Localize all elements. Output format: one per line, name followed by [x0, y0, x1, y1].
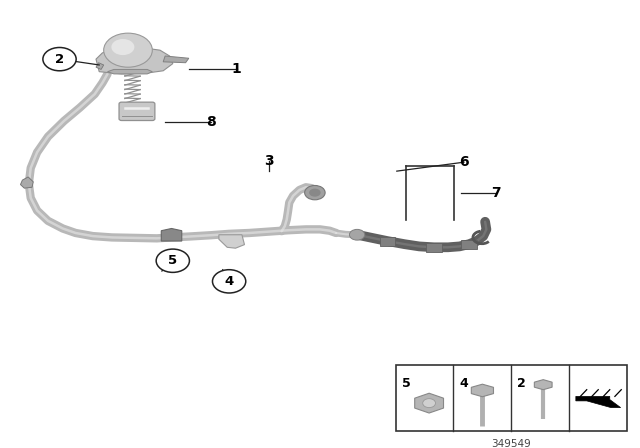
Polygon shape	[380, 237, 395, 246]
Polygon shape	[96, 48, 173, 74]
Text: 4: 4	[225, 275, 234, 288]
Circle shape	[309, 189, 321, 197]
Text: 349549: 349549	[492, 439, 531, 448]
Circle shape	[305, 185, 325, 200]
FancyBboxPatch shape	[119, 102, 155, 121]
Polygon shape	[219, 235, 244, 248]
Text: 2: 2	[55, 52, 64, 66]
Polygon shape	[108, 69, 152, 74]
Polygon shape	[534, 379, 552, 390]
Circle shape	[104, 33, 152, 67]
Polygon shape	[426, 243, 442, 252]
Polygon shape	[161, 228, 182, 241]
Text: 8: 8	[206, 115, 216, 129]
Text: 7: 7	[491, 185, 501, 200]
Text: 5: 5	[401, 377, 410, 390]
Circle shape	[43, 47, 76, 71]
Polygon shape	[96, 63, 104, 69]
Polygon shape	[576, 396, 621, 408]
Polygon shape	[415, 393, 444, 413]
Polygon shape	[163, 56, 189, 63]
Circle shape	[212, 270, 246, 293]
Circle shape	[111, 39, 134, 55]
Bar	[396, 365, 627, 431]
Text: 1: 1	[232, 62, 242, 77]
Text: 4: 4	[460, 377, 468, 390]
Polygon shape	[20, 177, 33, 188]
Circle shape	[156, 249, 189, 272]
Circle shape	[349, 229, 365, 240]
Text: 5: 5	[168, 254, 177, 267]
Polygon shape	[471, 384, 493, 397]
Text: 3: 3	[264, 154, 274, 168]
Polygon shape	[461, 240, 477, 249]
Text: 2: 2	[517, 377, 526, 390]
Text: 6: 6	[459, 155, 469, 169]
Circle shape	[422, 399, 435, 408]
